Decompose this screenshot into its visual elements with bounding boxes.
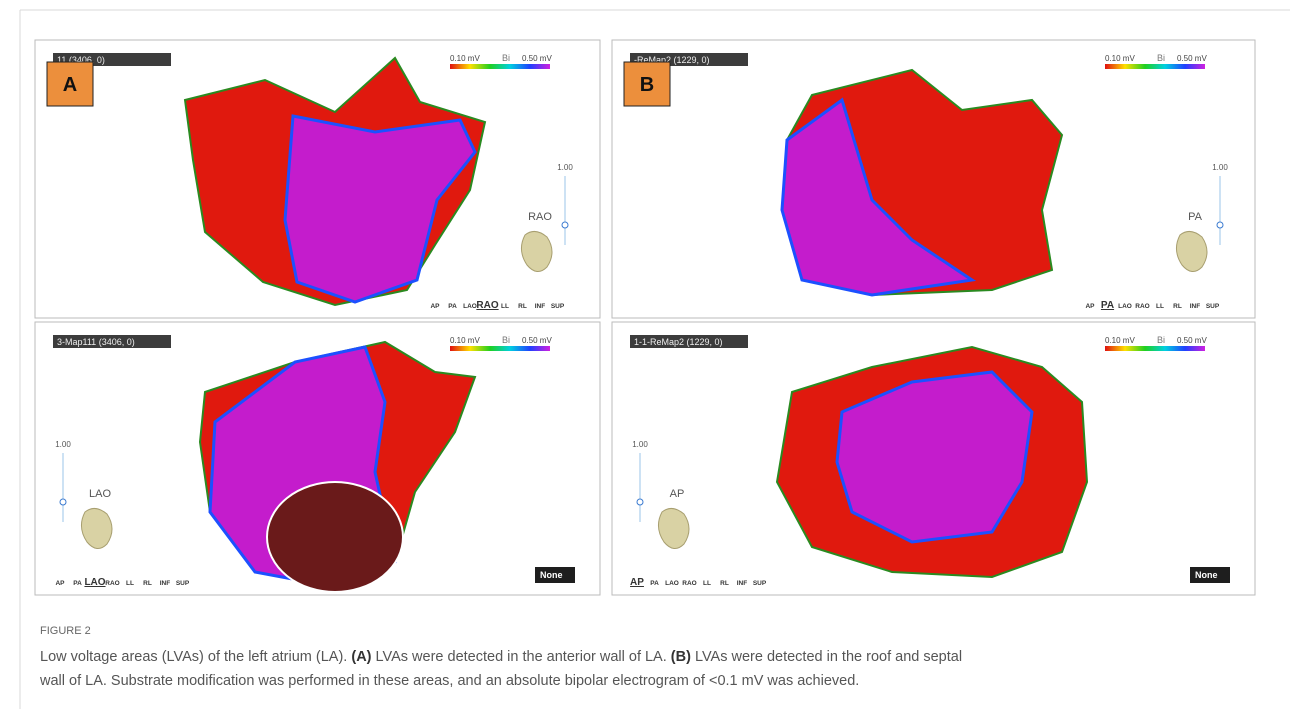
scale-mode: Bi — [502, 335, 510, 345]
view-button[interactable]: INF — [737, 580, 748, 587]
view-button[interactable]: RL — [143, 580, 152, 587]
view-button[interactable]: LAO — [463, 303, 477, 310]
caption-segment: (A) — [351, 649, 371, 665]
view-button[interactable]: RL — [1173, 303, 1182, 310]
map-name: 1-1-ReMap2 (1229, 0) — [634, 337, 723, 347]
scale-max: 0.50 mV — [1177, 54, 1207, 63]
scale-max: 0.50 mV — [522, 336, 552, 345]
orientation-label: AP — [670, 488, 685, 500]
view-button[interactable]: SUP — [1206, 303, 1220, 310]
scale-min: 0.10 mV — [450, 336, 480, 345]
view-button[interactable]: RAO — [105, 580, 119, 587]
scale-max: 0.50 mV — [522, 54, 552, 63]
scale-min: 0.10 mV — [450, 54, 480, 63]
caption-segment: LVAs were detected in the roof and septa… — [691, 649, 962, 665]
scale-bar — [450, 346, 550, 351]
caption-label: FIGURE 2 — [40, 625, 91, 637]
view-button[interactable]: LAO — [84, 577, 105, 588]
scale-mode: Bi — [1157, 53, 1165, 63]
scale-min: 0.10 mV — [1105, 54, 1135, 63]
caption-text: Low voltage areas (LVAs) of the left atr… — [40, 649, 962, 665]
view-button[interactable]: LAO — [665, 580, 679, 587]
caption-segment: (B) — [671, 649, 691, 665]
slider-label: 1.00 — [632, 440, 648, 449]
scale-bar — [1105, 64, 1205, 69]
scale-mode: Bi — [1157, 335, 1165, 345]
ablation-ring — [267, 482, 403, 592]
view-button[interactable]: LAO — [1118, 303, 1132, 310]
view-button[interactable]: AP — [1085, 303, 1095, 310]
panel-letter: B — [640, 74, 654, 96]
slider-knob — [1217, 222, 1223, 228]
caption-segment: LVAs were detected in the anterior wall … — [372, 649, 671, 665]
view-button[interactable]: INF — [535, 303, 546, 310]
view-button[interactable]: SUP — [753, 580, 767, 587]
view-button[interactable]: AP — [630, 577, 644, 588]
orientation-label: LAO — [89, 488, 111, 500]
slider-knob — [60, 499, 66, 505]
slider-knob — [637, 499, 643, 505]
slider-label: 1.00 — [1212, 163, 1228, 172]
scale-min: 0.10 mV — [1105, 336, 1135, 345]
map-panel: 3-Map111 (3406, 0) 0.10 mV Bi 0.50 mV LAO 1.0… — [35, 322, 600, 595]
orientation-label: PA — [1188, 211, 1203, 223]
map-name: 3-Map111 (3406, 0) — [57, 337, 135, 347]
view-button[interactable]: RAO — [682, 580, 696, 587]
figure: FIGURE 2 Low voltage areas (LVAs) of the… — [0, 0, 1290, 709]
view-button[interactable]: RL — [518, 303, 527, 310]
slider-label: 1.00 — [557, 163, 573, 172]
view-button[interactable]: PA — [448, 303, 457, 310]
view-button[interactable]: AP — [430, 303, 440, 310]
scale-max: 0.50 mV — [1177, 336, 1207, 345]
view-button[interactable]: PA — [1101, 300, 1114, 311]
view-button[interactable]: LL — [501, 303, 509, 310]
view-button[interactable]: LL — [126, 580, 134, 587]
slider-label: 1.00 — [55, 440, 71, 449]
none-dropdown-label: None — [540, 570, 563, 580]
none-dropdown-label: None — [1195, 570, 1218, 580]
view-button[interactable]: SUP — [176, 580, 190, 587]
scale-bar — [1105, 346, 1205, 351]
view-button[interactable]: RAO — [476, 300, 498, 311]
view-button[interactable]: RAO — [1135, 303, 1149, 310]
view-button[interactable]: LL — [1156, 303, 1164, 310]
view-button[interactable]: PA — [73, 580, 82, 587]
caption-text: wall of LA. Substrate modification was p… — [39, 673, 859, 689]
view-button[interactable]: LL — [703, 580, 711, 587]
orientation-label: RAO — [528, 211, 552, 223]
slider-knob — [562, 222, 568, 228]
view-button[interactable]: SUP — [551, 303, 565, 310]
panel-letter: A — [63, 74, 77, 96]
view-button[interactable]: AP — [55, 580, 65, 587]
view-button[interactable]: RL — [720, 580, 729, 587]
map-panel: 1-1-ReMap2 (1229, 0) 0.10 mV Bi 0.50 mV AP 1.… — [612, 322, 1255, 595]
caption-segment: Low voltage areas (LVAs) of the left atr… — [40, 649, 351, 665]
view-button[interactable]: PA — [650, 580, 659, 587]
view-button[interactable]: INF — [1190, 303, 1201, 310]
view-button[interactable]: INF — [160, 580, 171, 587]
scale-bar — [450, 64, 550, 69]
scale-mode: Bi — [502, 53, 510, 63]
